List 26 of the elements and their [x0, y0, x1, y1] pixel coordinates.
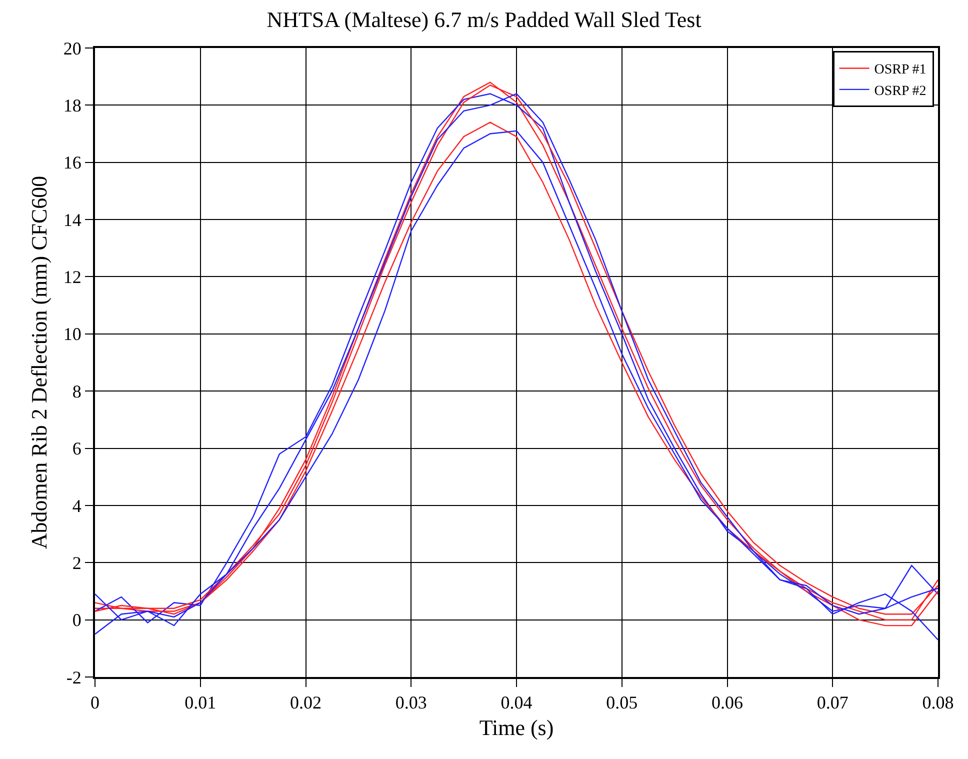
x-axis-title: Time (s)	[479, 715, 554, 740]
y-tick-label: 0	[72, 610, 82, 630]
x-tick-label: 0.02	[290, 692, 322, 713]
y-tick-label: 18	[63, 95, 82, 116]
x-tick-label: 0.04	[500, 692, 532, 713]
x-tick-label: 0.07	[816, 692, 848, 713]
y-tick-label: 10	[63, 324, 82, 344]
y-tick-label: 2	[72, 552, 82, 573]
y-tick-label: 14	[63, 210, 82, 230]
legend-label: OSRP #2	[874, 84, 926, 99]
y-tick-label: 6	[72, 438, 82, 459]
y-tick-label: 4	[72, 496, 82, 516]
x-tick-label: 0.05	[606, 692, 638, 713]
x-tick-label: 0.01	[184, 692, 216, 713]
y-tick-label: 12	[63, 267, 82, 288]
x-tick-label: 0.08	[922, 692, 954, 713]
legend-label: OSRP #1	[874, 62, 926, 78]
y-tick-label: 8	[72, 381, 82, 402]
y-tick-label: -2	[66, 667, 82, 688]
x-tick-label: 0.06	[712, 692, 743, 713]
y-axis-title: Abdomen Rib 2 Deflection (mm) CFC600	[26, 176, 52, 550]
y-tick-label: 16	[63, 152, 82, 173]
y-tick-label: 20	[63, 38, 82, 58]
x-tick-label: 0	[90, 692, 100, 713]
chart-title: NHTSA (Maltese) 6.7 m/s Padded Wall Sled Test	[266, 6, 702, 32]
x-tick-label: 0.03	[395, 692, 427, 713]
